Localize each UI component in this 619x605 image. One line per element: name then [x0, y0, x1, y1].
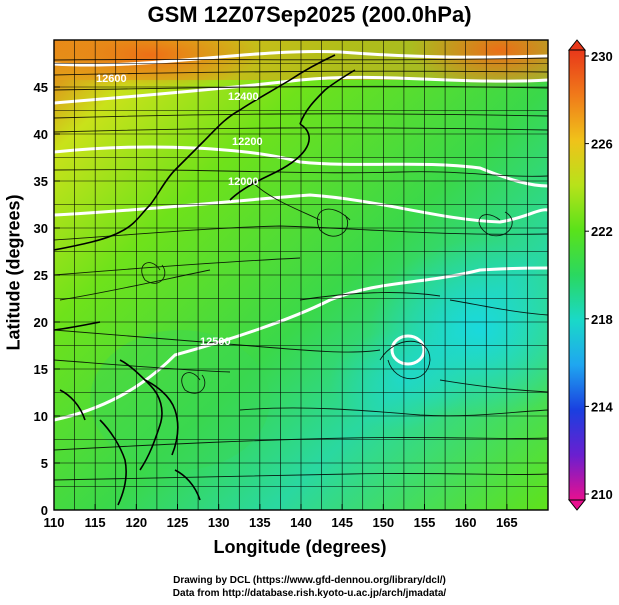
y-tick-label: 10 [34, 409, 48, 424]
y-tick-label: 5 [41, 456, 48, 471]
colorbar-tick-label: 230 [591, 49, 613, 64]
x-tick-label: 165 [496, 515, 518, 530]
x-tick-label: 120 [125, 515, 147, 530]
contour-label-12000: 12000 [228, 176, 259, 188]
x-tick-label: 110 [44, 515, 65, 530]
colorbar: 230 226 222 218 214 210 [567, 39, 613, 511]
x-tick-label: 160 [455, 515, 477, 530]
x-tick-label: 150 [372, 515, 394, 530]
chart-title: GSM 12Z07Sep2025 (200.0hPa) [147, 2, 472, 27]
x-axis-label: Longitude (degrees) [213, 537, 387, 557]
contour-label-12200: 12200 [232, 136, 263, 148]
colorbar-min-arrow [567, 499, 587, 511]
y-tick-label: 20 [34, 315, 48, 330]
y-axis-label: Latitude (degrees) [3, 194, 24, 351]
y-tick-label: 30 [34, 221, 48, 236]
x-tick-label: 145 [331, 515, 353, 530]
credit-drawing: Drawing by DCL (https://www.gfd-dennou.o… [173, 575, 446, 586]
colorbar-tick-label: 222 [591, 224, 613, 239]
x-tick-label: 130 [208, 515, 230, 530]
colorbar-max-arrow [567, 39, 587, 51]
colorbar-tick-label: 214 [591, 399, 613, 414]
x-tick-label: 115 [85, 515, 106, 530]
colorbar-tick-label: 210 [591, 487, 613, 502]
credit-data: Data from http://database.rish.kyoto-u.a… [172, 588, 447, 599]
x-tick-label: 135 [249, 515, 271, 530]
colorbar-tick-label: 226 [591, 137, 613, 152]
credits: Drawing by DCL (https://www.gfd-dennou.o… [0, 574, 619, 600]
contour-label-12500: 12500 [200, 336, 231, 348]
colorbar-tick-label: 218 [591, 312, 613, 327]
x-tick-label: 125 [167, 515, 189, 530]
colorbar-scale [568, 49, 586, 501]
y-axis-ticks: 0 5 10 15 20 25 30 35 40 45 [34, 80, 60, 518]
x-tick-label: 155 [414, 515, 436, 530]
y-tick-label: 45 [34, 80, 48, 95]
x-tick-label: 140 [290, 515, 312, 530]
x-axis-ticks: 110 115 120 125 130 135 140 145 150 155 160 165 [44, 504, 518, 530]
y-tick-label: 0 [41, 503, 48, 518]
contour-labels: 12600 12400 12200 12000 12500 [96, 73, 263, 348]
y-tick-label: 35 [34, 174, 48, 189]
temperature-field [54, 40, 548, 510]
contour-label-12600: 12600 [96, 73, 127, 85]
y-tick-label: 15 [34, 362, 48, 377]
y-tick-label: 25 [34, 268, 48, 283]
contour-label-12400: 12400 [228, 91, 259, 103]
y-tick-label: 40 [34, 127, 48, 142]
